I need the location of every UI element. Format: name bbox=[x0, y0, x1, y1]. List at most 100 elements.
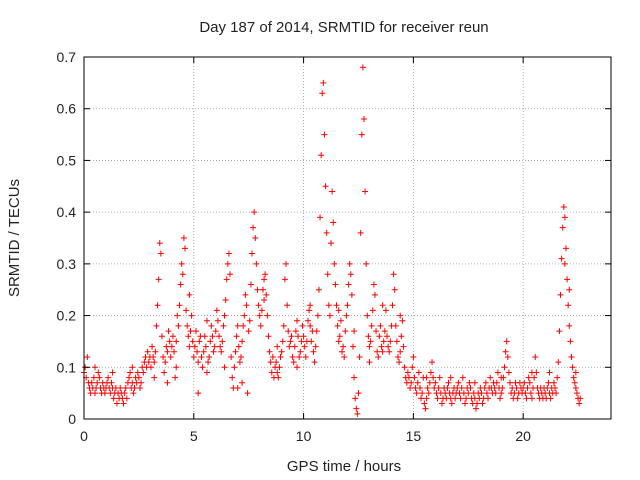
data-point bbox=[168, 343, 175, 350]
data-point bbox=[231, 364, 238, 371]
data-point bbox=[298, 338, 305, 345]
data-point bbox=[566, 322, 573, 329]
data-point bbox=[278, 348, 285, 355]
data-point bbox=[359, 64, 366, 71]
data-point bbox=[117, 384, 124, 391]
data-point bbox=[378, 343, 385, 350]
data-point bbox=[352, 395, 359, 402]
data-point bbox=[195, 390, 202, 397]
data-point bbox=[318, 152, 325, 159]
data-point bbox=[84, 353, 91, 360]
data-point bbox=[286, 343, 293, 350]
data-point bbox=[576, 400, 583, 407]
data-point bbox=[209, 333, 216, 340]
data-point bbox=[422, 405, 429, 412]
data-point bbox=[200, 348, 207, 355]
data-point bbox=[189, 338, 196, 345]
data-point bbox=[151, 359, 158, 366]
data-point bbox=[266, 348, 273, 355]
data-point bbox=[171, 348, 178, 355]
chart-title: Day 187 of 2014, SRMTID for receiver reu… bbox=[199, 19, 488, 36]
data-point bbox=[91, 364, 98, 371]
data-point bbox=[187, 328, 194, 335]
data-point bbox=[390, 271, 397, 278]
data-point bbox=[337, 317, 344, 324]
data-point bbox=[521, 379, 528, 386]
data-point bbox=[317, 214, 324, 221]
data-point bbox=[184, 322, 191, 329]
data-point bbox=[336, 333, 343, 340]
data-points bbox=[81, 64, 584, 417]
data-point bbox=[250, 224, 257, 231]
data-point bbox=[502, 348, 509, 355]
data-point bbox=[399, 317, 406, 324]
data-point bbox=[91, 390, 98, 397]
data-point bbox=[267, 359, 274, 366]
data-point bbox=[218, 348, 225, 355]
data-point bbox=[386, 348, 393, 355]
data-point bbox=[307, 322, 314, 329]
data-point bbox=[572, 369, 579, 376]
data-point bbox=[340, 343, 347, 350]
data-point bbox=[135, 374, 142, 381]
data-point bbox=[300, 333, 307, 340]
data-point bbox=[555, 359, 562, 366]
data-point bbox=[531, 374, 538, 381]
data-point bbox=[424, 384, 431, 391]
data-point bbox=[263, 291, 270, 298]
data-point bbox=[400, 343, 407, 350]
data-point bbox=[113, 400, 120, 407]
y-axis-label: SRMTID / TECUs bbox=[6, 179, 23, 297]
data-point bbox=[293, 317, 300, 324]
data-point bbox=[413, 390, 420, 397]
data-point bbox=[306, 307, 313, 314]
y-tick-label: 0.7 bbox=[57, 49, 77, 65]
data-point bbox=[370, 281, 377, 288]
data-point bbox=[279, 338, 286, 345]
data-point bbox=[430, 374, 437, 381]
data-point bbox=[465, 390, 472, 397]
data-point bbox=[234, 322, 241, 329]
data-point bbox=[258, 307, 265, 314]
data-point bbox=[474, 400, 481, 407]
data-point bbox=[349, 343, 356, 350]
data-point bbox=[438, 400, 445, 407]
data-point bbox=[252, 235, 259, 241]
data-point bbox=[366, 359, 373, 366]
data-point bbox=[478, 390, 485, 397]
data-point bbox=[229, 374, 236, 381]
data-point bbox=[178, 260, 185, 267]
data-point bbox=[560, 203, 567, 210]
data-point bbox=[528, 395, 535, 402]
data-point bbox=[566, 286, 573, 293]
grid-lines bbox=[84, 57, 611, 419]
data-point bbox=[505, 369, 512, 376]
data-point bbox=[339, 348, 346, 355]
data-point bbox=[198, 353, 205, 360]
data-point bbox=[127, 369, 134, 376]
data-point bbox=[553, 390, 560, 397]
data-point bbox=[382, 307, 389, 314]
data-point bbox=[186, 343, 193, 350]
data-point bbox=[276, 364, 283, 371]
data-point bbox=[149, 343, 156, 350]
data-point bbox=[177, 281, 184, 288]
data-point bbox=[434, 395, 441, 402]
data-point bbox=[179, 271, 186, 278]
data-point bbox=[415, 369, 422, 376]
data-point bbox=[313, 328, 320, 335]
data-point bbox=[467, 384, 474, 391]
data-point bbox=[243, 302, 250, 309]
plot-frame bbox=[83, 56, 612, 420]
data-point bbox=[302, 353, 309, 360]
data-point bbox=[287, 338, 294, 345]
data-point bbox=[247, 281, 254, 288]
data-point bbox=[242, 291, 249, 298]
data-point bbox=[129, 364, 136, 371]
data-point bbox=[457, 395, 464, 402]
data-point bbox=[201, 333, 208, 340]
data-point bbox=[504, 353, 511, 360]
data-point bbox=[163, 343, 170, 350]
data-point bbox=[277, 353, 284, 360]
